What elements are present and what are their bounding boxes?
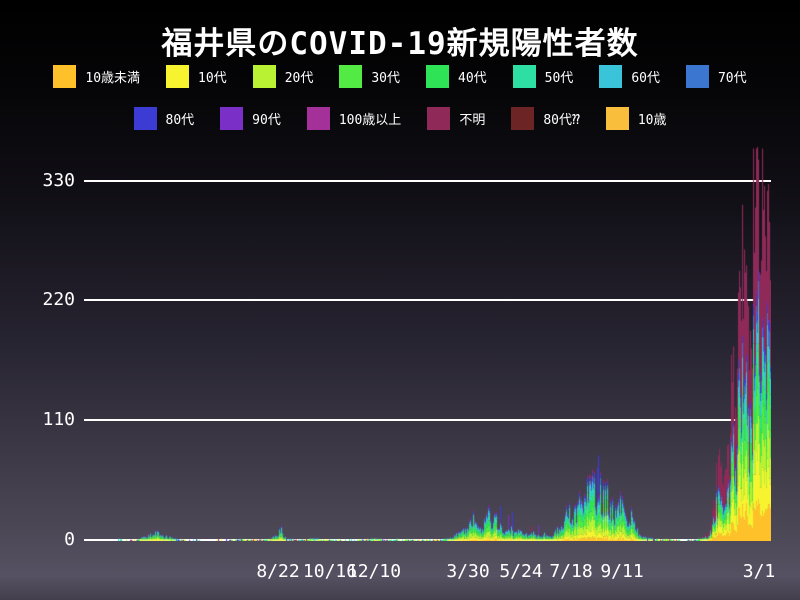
x-axis-tick-label: 3/30 (446, 561, 490, 582)
legend-swatch (53, 64, 77, 88)
legend-item: 40代 (426, 64, 487, 88)
legend-swatch (685, 64, 709, 88)
legend-item: 30代 (339, 64, 400, 88)
legend-swatch (339, 64, 363, 88)
x-axis-tick-label: 7/18 (549, 561, 593, 582)
legend-label: 80代 (165, 112, 195, 128)
legend-item: 10代 (166, 64, 227, 88)
legend-swatch (511, 106, 535, 130)
legend-swatch (427, 106, 451, 130)
x-axis-tick-label: 3/1 (742, 561, 776, 582)
x-axis-tick-label: 10/16 (302, 561, 358, 582)
legend-label: 40代 (458, 70, 487, 86)
legend-label: 100歳以上 (338, 112, 402, 128)
legend-item: 60代 (599, 64, 660, 88)
legend-label: 10歳 (637, 112, 667, 128)
y-axis-tick-label: 220 (42, 288, 75, 310)
legend-item: 70代 (685, 64, 747, 88)
legend-swatch (133, 106, 157, 130)
legend-swatch (306, 106, 330, 130)
legend-item: 100歳以上 (306, 106, 402, 130)
legend-row-1: 10歳未満 10代 20代 30代 40代 50代 60代 70代 (0, 64, 800, 88)
chart-title: 福井県のCOVID-19新規陽性者数 (161, 26, 639, 62)
x-axis-tick-label: 8/22 (256, 561, 300, 582)
legend-label: 10歳未満 (85, 70, 141, 86)
y-axis-tick-label: 110 (42, 408, 75, 430)
y-axis-tick-label: 330 (42, 169, 75, 191)
legend-label: 90代 (252, 112, 281, 128)
legend-item: 50代 (512, 64, 574, 88)
legend-swatch (220, 106, 244, 130)
stacked-bars-canvas (85, 145, 771, 541)
legend-swatch (166, 64, 190, 88)
legend-swatch (599, 64, 623, 88)
legend-swatch (512, 64, 536, 88)
legend-label: 70代 (717, 70, 747, 86)
legend-item: 不明 (427, 106, 486, 130)
x-axis-tick-label: 9/11 (600, 561, 644, 582)
legend-item: 80代 (133, 106, 195, 130)
legend-row-2: 80代 90代 100歳以上 不明 80代⁇ 10歳 (0, 106, 800, 130)
y-axis-tick-label: 0 (64, 528, 75, 550)
x-axis-tick-label: 12/10 (346, 561, 402, 582)
legend-item: 10歳 (605, 106, 667, 130)
legend-swatch (252, 64, 276, 88)
legend-item: 80代⁇ (511, 106, 580, 130)
x-axis-tick-label: 5/24 (499, 561, 543, 582)
legend-swatch (426, 64, 449, 88)
legend-label: 10代 (198, 70, 227, 86)
legend-item: 20代 (252, 64, 314, 88)
legend-swatch (605, 106, 629, 130)
legend-label: 20代 (284, 70, 314, 86)
legend-item: 10歳未満 (53, 64, 141, 88)
legend-label: 50代 (544, 70, 574, 86)
legend-label: 30代 (371, 70, 400, 86)
legend-label: 不明 (459, 112, 486, 128)
legend-item: 90代 (220, 106, 281, 130)
legend-label: 60代 (631, 70, 660, 86)
legend-label: 80代⁇ (543, 112, 580, 128)
